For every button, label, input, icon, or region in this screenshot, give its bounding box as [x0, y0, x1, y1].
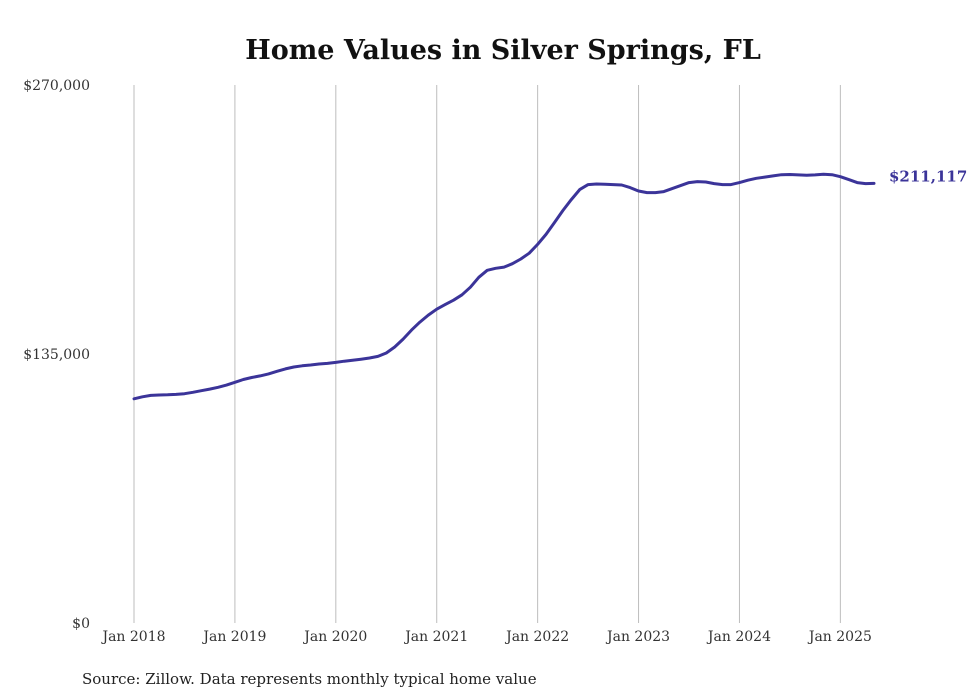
series-line — [132, 172, 876, 401]
x-tick-label: Jan 2018 — [100, 629, 165, 645]
gridlines — [133, 85, 841, 623]
x-tick-label: Jan 2024 — [706, 629, 771, 645]
x-tick-label: Jan 2025 — [807, 629, 872, 645]
x-tick-label: Jan 2019 — [201, 629, 266, 645]
x-tick-label: Jan 2022 — [504, 629, 569, 645]
x-tick-label: Jan 2020 — [302, 629, 367, 645]
y-tick-label: $270,000 — [23, 78, 90, 94]
y-tick-label: $0 — [72, 616, 90, 632]
x-tick-label: Jan 2023 — [605, 629, 670, 645]
end-value-label: $211,117 — [889, 167, 967, 185]
source-note: Source: Zillow. Data represents monthly … — [82, 670, 537, 688]
x-tick-label: Jan 2021 — [403, 629, 468, 645]
y-axis-ticks: $0 $135,000 $270,000 — [23, 78, 90, 632]
chart-title: Home Values in Silver Springs, FL — [245, 35, 761, 66]
x-axis-ticks: Jan 2018 Jan 2019 Jan 2020 Jan 2021 Jan 2022… — [100, 629, 871, 645]
y-tick-label: $135,000 — [23, 347, 90, 363]
